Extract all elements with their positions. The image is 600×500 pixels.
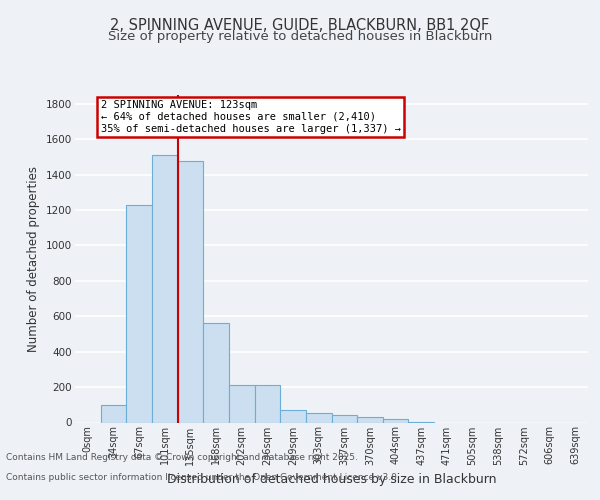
Bar <box>203 324 229 422</box>
Bar <box>357 417 383 422</box>
Bar <box>178 160 203 422</box>
X-axis label: Distribution of detached houses by size in Blackburn: Distribution of detached houses by size … <box>167 473 496 486</box>
Text: 2 SPINNING AVENUE: 123sqm
← 64% of detached houses are smaller (2,410)
35% of se: 2 SPINNING AVENUE: 123sqm ← 64% of detac… <box>101 100 401 134</box>
Text: Contains public sector information licensed under the Open Government Licence v3: Contains public sector information licen… <box>6 474 400 482</box>
Bar <box>152 155 178 422</box>
Bar <box>331 416 357 422</box>
Bar <box>127 205 152 422</box>
Bar <box>280 410 306 422</box>
Bar <box>383 419 409 422</box>
Text: Contains HM Land Registry data © Crown copyright and database right 2025.: Contains HM Land Registry data © Crown c… <box>6 454 358 462</box>
Bar <box>254 386 280 422</box>
Text: 2, SPINNING AVENUE, GUIDE, BLACKBURN, BB1 2QF: 2, SPINNING AVENUE, GUIDE, BLACKBURN, BB… <box>110 18 490 32</box>
Bar <box>229 386 254 422</box>
Bar <box>306 413 331 422</box>
Text: Size of property relative to detached houses in Blackburn: Size of property relative to detached ho… <box>108 30 492 43</box>
Bar <box>101 405 127 422</box>
Y-axis label: Number of detached properties: Number of detached properties <box>28 166 40 352</box>
